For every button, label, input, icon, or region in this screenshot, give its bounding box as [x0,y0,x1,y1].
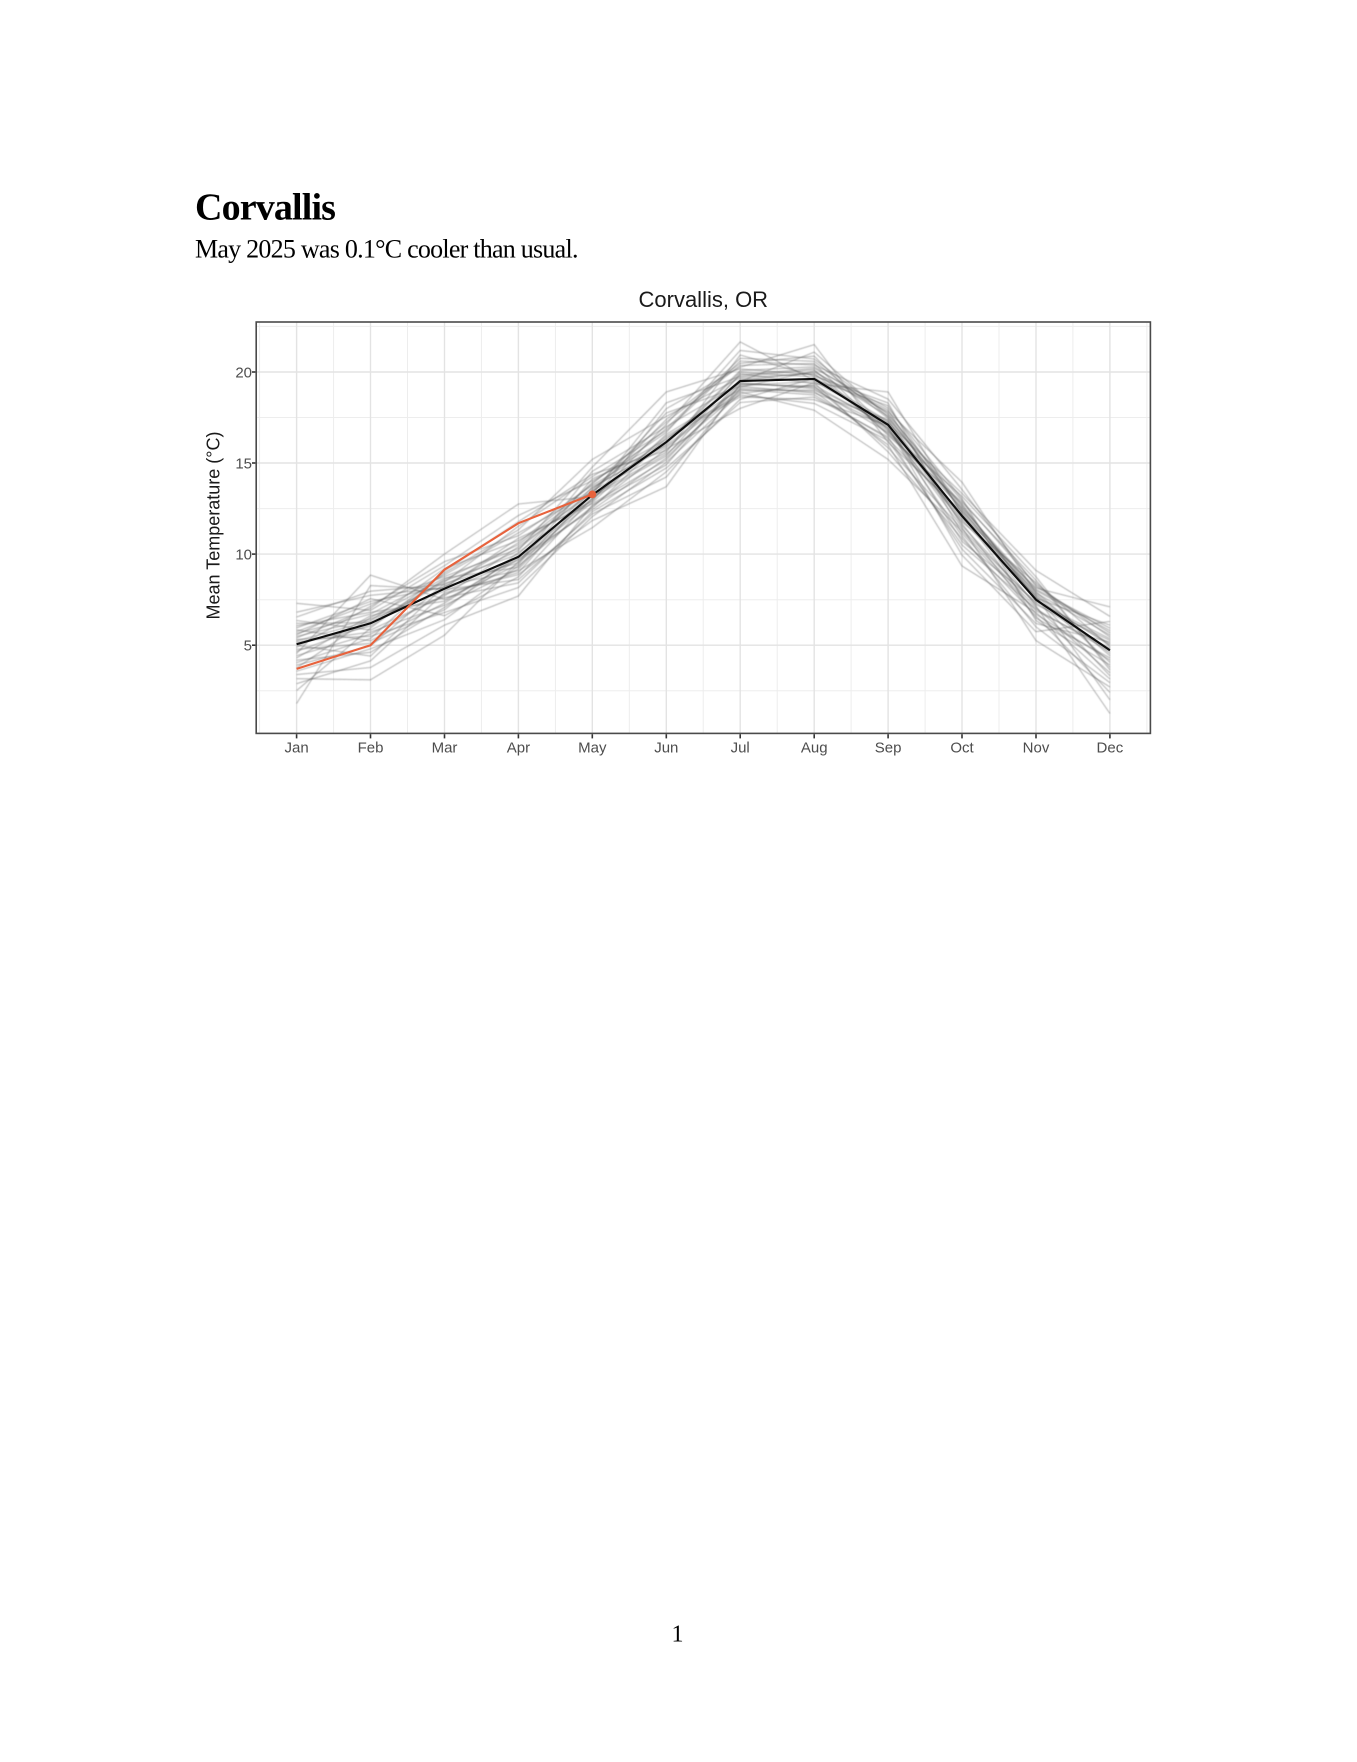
svg-text:Aug: Aug [801,740,828,757]
svg-text:5: 5 [244,638,252,655]
svg-text:Mar: Mar [432,740,458,757]
svg-text:Sep: Sep [875,740,902,757]
svg-text:May: May [578,740,607,757]
svg-text:Apr: Apr [507,740,530,757]
svg-text:15: 15 [235,455,252,472]
svg-text:Corvallis: Corvallis [195,187,335,229]
svg-text:Dec: Dec [1097,740,1124,757]
svg-text:Feb: Feb [358,740,384,757]
svg-text:Jan: Jan [285,740,309,757]
svg-text:May 2025 was 0.1°C cooler than: May 2025 was 0.1°C cooler than usual. [195,234,578,263]
svg-text:Oct: Oct [950,740,974,757]
svg-text:Corvallis, OR: Corvallis, OR [639,287,769,312]
svg-text:Jun: Jun [654,740,678,757]
svg-text:Nov: Nov [1023,740,1050,757]
svg-text:20: 20 [235,364,252,381]
svg-text:1: 1 [672,1621,684,1647]
svg-text:10: 10 [235,546,252,563]
svg-text:Jul: Jul [731,740,750,757]
svg-text:Mean Temperature (°C): Mean Temperature (°C) [204,432,224,620]
